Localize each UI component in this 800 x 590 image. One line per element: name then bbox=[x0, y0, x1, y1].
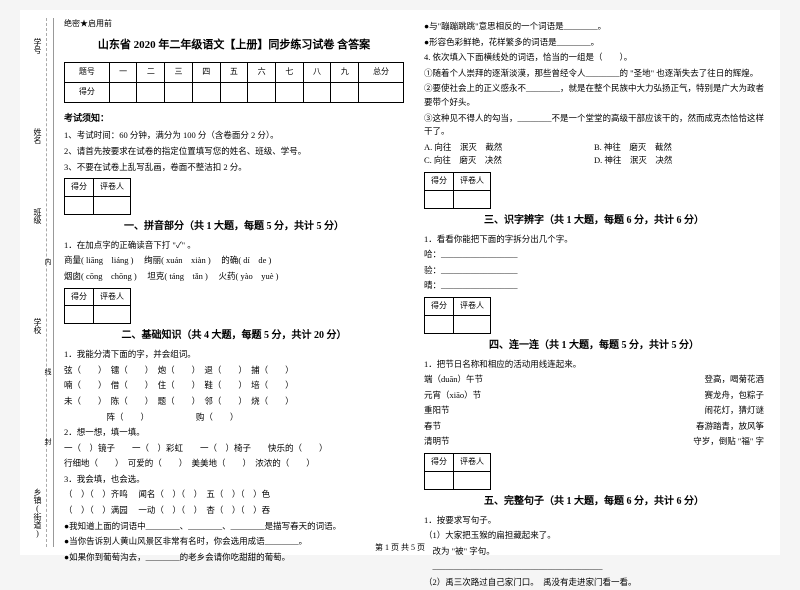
sec2-q1: 1．我能分清下面的字，并会组词。 bbox=[64, 348, 404, 362]
instructions-header: 考试须知： bbox=[64, 111, 404, 125]
score-cell: 四 bbox=[192, 63, 220, 83]
mini-cell: 评卷人 bbox=[454, 454, 491, 472]
fill-line: （ ）（ ）满园 一动（ ）（ ） 杏（ ）（ ）吞 bbox=[64, 504, 404, 518]
q4-line: ②要使社会上的正义感永不________，就是在整个民族中大力弘扬正气，特别是广… bbox=[424, 82, 764, 109]
side-inner-feng: 封 bbox=[43, 438, 53, 445]
side-inner-nei: 内 bbox=[43, 258, 53, 265]
sec2-q2: 2．想一想，填一填。 bbox=[64, 426, 404, 440]
fill-line: ●我知道上面的词语中________、________、________是描写春… bbox=[64, 520, 404, 534]
score-cell: 一 bbox=[109, 63, 137, 83]
instruction-item: 2、请首先按要求在试卷的指定位置填写您的姓名、班级、学号。 bbox=[64, 145, 404, 159]
pair-row: 未（ ） 陈（ ） 题（ ） 邻（ ） 烧（ ） bbox=[64, 395, 404, 409]
score-table: 题号 一 二 三 四 五 六 七 八 九 总分 得分 bbox=[64, 62, 404, 103]
score-cell: 总分 bbox=[359, 63, 404, 83]
grader-table: 得分评卷人 bbox=[424, 297, 491, 334]
mini-cell: 评卷人 bbox=[454, 297, 491, 315]
q4-line: ①随着个人崇拜的逐渐淡漠，那些曾经令人________的 "圣地" 也逐渐失去了… bbox=[424, 67, 764, 81]
option-c: C. 向往 磨灭 决然 bbox=[424, 154, 594, 168]
sec1-question: 1．在加点字的正确读音下打 "✓" 。 bbox=[64, 239, 404, 253]
sec2-q4: 4. 依次填入下面横线处的词语，恰当的一组是（ ）。 bbox=[424, 51, 764, 65]
section4-title: 四、连一连（共 1 大题，每题 5 分，共计 5 分） bbox=[424, 338, 764, 354]
right-column: ●与"蹦蹦跳跳"意思相反的一个词语是________。 ●形容色彩鲜艳，花样繁多… bbox=[414, 18, 774, 547]
side-inner-xian: 线 bbox=[43, 368, 53, 375]
fill-line: ●形容色彩鲜艳，花样繁多的词语是________。 bbox=[424, 36, 764, 50]
score-cell: 题号 bbox=[65, 63, 110, 83]
match-rows: 端（duān）午节登高，喝菊花酒 元宵（xiāo）节赛龙舟，包粽子 重阳节闹花灯… bbox=[424, 373, 764, 449]
score-label: 得分 bbox=[65, 83, 110, 103]
secret-label: 绝密★启用前 bbox=[64, 18, 404, 31]
side-label-xuehao: 学号 bbox=[32, 38, 43, 54]
q4-options: A. 向往 泯灭 截然 B. 神往 磨灭 截然 C. 向往 磨灭 决然 D. 神… bbox=[424, 141, 764, 168]
instruction-item: 1、考试时间：60 分钟，满分为 100 分（含卷面分 2 分）。 bbox=[64, 129, 404, 143]
sec5-line: ________________________________________ bbox=[424, 560, 764, 574]
instruction-item: 3、不要在试卷上乱写乱画，卷面不整洁扣 2 分。 bbox=[64, 161, 404, 175]
grader-table: 得分评卷人 bbox=[424, 453, 491, 490]
grader-table: 得分评卷人 bbox=[64, 178, 131, 215]
pinyin-row: 烟囱( cōng chōng ) 坦克( táng tǎn ) 火药( yào … bbox=[64, 270, 404, 284]
fill-line: （ ）（ ）齐鸣 闻名（ ）（ ） 五（ ）（ ）色 bbox=[64, 488, 404, 502]
grader-table: 得分评卷人 bbox=[424, 172, 491, 209]
score-cell: 三 bbox=[165, 63, 193, 83]
mini-cell: 得分 bbox=[65, 179, 94, 197]
sec3-line: 晴：__________________ bbox=[424, 279, 764, 293]
main-title: 山东省 2020 年二年级语文【上册】同步练习试卷 含答案 bbox=[64, 37, 404, 55]
fill-line: ●与"蹦蹦跳跳"意思相反的一个词语是________。 bbox=[424, 20, 764, 34]
side-label-xingming: 姓名 bbox=[32, 128, 43, 144]
pair-row: 喃（ ） 借（ ） 住（ ） 鞋（ ） 培（ ） bbox=[64, 379, 404, 393]
dash-line bbox=[46, 18, 47, 547]
q4-line: ③这种见不得人的勾当，________不是一个堂堂的高级干部应该干的，然而成克杰… bbox=[424, 112, 764, 139]
side-label-xuexiao: 学校 bbox=[32, 318, 43, 334]
score-cell: 九 bbox=[331, 63, 359, 83]
pair-row: 弦（ ） 镭（ ） 炮（ ） 退（ ） 捕（ ） bbox=[64, 364, 404, 378]
mini-cell: 评卷人 bbox=[94, 288, 131, 306]
mini-cell: 评卷人 bbox=[94, 179, 131, 197]
binding-margin: 学号 姓名 班级 内 学校 线 封 乡镇(街道) bbox=[26, 18, 54, 547]
mini-cell: 得分 bbox=[425, 454, 454, 472]
sec3-line: 验：__________________ bbox=[424, 264, 764, 278]
sec3-q: 1．看看你能把下面的字拆分出几个字。 bbox=[424, 233, 764, 247]
score-cell: 六 bbox=[248, 63, 276, 83]
score-cell: 二 bbox=[137, 63, 165, 83]
grader-table: 得分评卷人 bbox=[64, 288, 131, 325]
option-b: B. 神往 磨灭 截然 bbox=[594, 141, 764, 155]
section3-title: 三、识字辨字（共 1 大题，每题 6 分，共计 6 分） bbox=[424, 213, 764, 229]
section1-title: 一、拼音部分（共 1 大题，每题 5 分，共计 5 分） bbox=[64, 219, 404, 235]
mini-cell: 得分 bbox=[425, 297, 454, 315]
sec5-q: 1．按要求写句子。 bbox=[424, 514, 764, 528]
fill-line: 行细地（ ） 可爱的（ ） 美美地（ ） 浓浓的（ ） bbox=[64, 457, 404, 471]
pair-row: 阵（ ） 购（ ） bbox=[64, 411, 404, 425]
score-cell: 八 bbox=[303, 63, 331, 83]
option-d: D. 神往 泯灭 决然 bbox=[594, 154, 764, 168]
sec5-line: （2）禹三次路过自己家门口。 禹没有走进家门看一看。 bbox=[424, 576, 764, 590]
mini-cell: 评卷人 bbox=[454, 172, 491, 190]
fill-line: 一（ ）镜子 一（ ）彩虹 一（ ）椅子 快乐的（ ） bbox=[64, 442, 404, 456]
section2-title: 二、基础知识（共 4 大题，每题 5 分，共计 20 分） bbox=[64, 328, 404, 344]
option-a: A. 向往 泯灭 截然 bbox=[424, 141, 594, 155]
sec3-line: 哈：__________________ bbox=[424, 248, 764, 262]
pinyin-row: 商量( liāng liáng ) 绚丽( xuán xiàn ) 的确( dí… bbox=[64, 254, 404, 268]
sec5-line: （1）大家把玉猴的扁担藏起来了。 bbox=[424, 529, 764, 543]
section5-title: 五、完整句子（共 1 大题，每题 6 分，共计 6 分） bbox=[424, 494, 764, 510]
mini-cell: 得分 bbox=[425, 172, 454, 190]
left-column: 绝密★启用前 山东省 2020 年二年级语文【上册】同步练习试卷 含答案 题号 … bbox=[54, 18, 414, 547]
side-label-xiangzhen: 乡镇(街道) bbox=[32, 488, 43, 538]
score-cell: 五 bbox=[220, 63, 248, 83]
mini-cell: 得分 bbox=[65, 288, 94, 306]
side-label-banji: 班级 bbox=[32, 208, 43, 224]
sec2-q3: 3．我会填，也会选。 bbox=[64, 473, 404, 487]
score-cell: 七 bbox=[275, 63, 303, 83]
sec4-q: 1．把节日名称和相应的活动用线连起来。 bbox=[424, 358, 764, 372]
page-footer: 第 1 页 共 5 页 bbox=[20, 542, 780, 553]
